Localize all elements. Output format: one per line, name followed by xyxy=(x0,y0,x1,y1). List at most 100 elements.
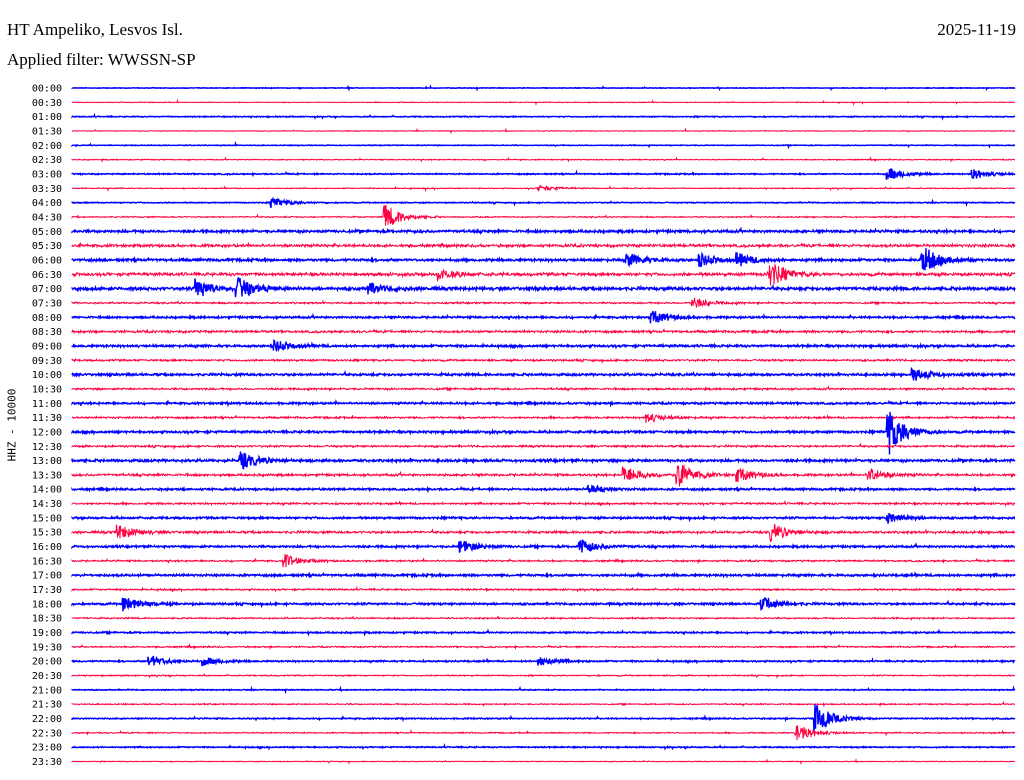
trace-0330 xyxy=(71,185,1016,193)
trace-0900 xyxy=(71,338,1016,352)
date-label: 2025-11-19 xyxy=(937,20,1016,39)
trace-2000 xyxy=(71,655,1016,667)
trace-0000 xyxy=(71,84,1016,92)
trace-0130 xyxy=(71,127,1015,135)
time-label: 21:00 xyxy=(32,685,62,696)
trace-2230 xyxy=(71,725,1016,741)
time-label: 02:30 xyxy=(32,155,62,166)
time-label: 23:00 xyxy=(32,743,62,754)
time-label: 18:00 xyxy=(32,599,62,610)
trace-1830 xyxy=(71,615,1016,621)
time-label: 20:00 xyxy=(32,657,62,668)
time-label: 17:30 xyxy=(32,585,62,596)
trace-1000 xyxy=(71,366,1016,381)
time-label: 12:00 xyxy=(32,427,62,438)
time-label: 00:30 xyxy=(32,98,62,109)
filter-label: Applied filter: WWSSN-SP xyxy=(7,50,196,69)
time-label: 09:30 xyxy=(32,356,62,367)
time-label: 10:00 xyxy=(32,370,62,381)
time-label: 21:30 xyxy=(32,700,62,711)
time-label: 00:00 xyxy=(32,84,62,95)
trace-0630 xyxy=(71,263,1016,286)
trace-1030 xyxy=(71,385,1016,392)
trace-0730 xyxy=(71,297,1016,308)
trace-1900 xyxy=(71,628,1016,637)
time-label: 11:00 xyxy=(32,399,62,410)
trace-2200 xyxy=(71,704,1016,733)
trace-2100 xyxy=(71,685,1016,695)
trace-2130 xyxy=(71,700,1016,708)
trace-1430 xyxy=(71,499,1016,507)
trace-0930 xyxy=(71,357,1016,365)
time-label: 03:00 xyxy=(32,169,62,180)
trace-1300 xyxy=(71,451,1016,470)
trace-1200 xyxy=(71,411,1016,455)
time-label: 13:30 xyxy=(32,470,62,481)
time-label: 15:30 xyxy=(32,528,62,539)
time-label: 16:30 xyxy=(32,556,62,567)
time-label: 15:00 xyxy=(32,513,62,524)
trace-0530 xyxy=(71,241,1016,250)
trace-1700 xyxy=(71,571,1016,579)
time-label: 02:00 xyxy=(32,141,62,152)
time-label: 22:30 xyxy=(32,728,62,739)
trace-0600 xyxy=(71,248,1016,271)
trace-1500 xyxy=(71,513,1016,524)
time-label: 03:30 xyxy=(32,184,62,195)
time-label: 14:00 xyxy=(32,485,62,496)
time-label: 01:30 xyxy=(32,126,62,137)
trace-1130 xyxy=(71,413,1016,424)
trace-0200 xyxy=(71,140,1016,150)
trace-1100 xyxy=(71,399,1016,408)
time-label: 14:30 xyxy=(32,499,62,510)
time-label: 22:00 xyxy=(32,714,62,725)
time-label: 04:00 xyxy=(32,198,62,209)
trace-0700 xyxy=(71,276,1016,298)
trace-1530 xyxy=(71,523,1016,543)
trace-1730 xyxy=(71,585,1016,593)
time-label: 09:00 xyxy=(32,341,62,352)
time-label: 08:00 xyxy=(32,313,62,324)
time-label: 11:30 xyxy=(32,413,62,424)
trace-1600 xyxy=(71,539,1016,553)
trace-0500 xyxy=(71,226,1016,236)
trace-2030 xyxy=(71,673,1016,679)
trace-1400 xyxy=(71,483,1016,494)
trace-2330 xyxy=(71,758,1016,766)
time-label: 04:30 xyxy=(32,212,62,223)
time-label: 19:00 xyxy=(32,628,62,639)
trace-2300 xyxy=(71,743,1016,751)
trace-0800 xyxy=(71,310,1016,324)
time-label: 17:00 xyxy=(32,571,62,582)
time-label: 23:30 xyxy=(32,757,62,768)
time-label: 06:30 xyxy=(32,270,62,281)
station-title: HT Ampeliko, Lesvos Isl. xyxy=(7,20,183,39)
trace-0230 xyxy=(71,156,1016,163)
trace-0830 xyxy=(71,328,1016,335)
time-label: 12:30 xyxy=(32,442,62,453)
trace-0400 xyxy=(71,196,1016,209)
time-label: 19:30 xyxy=(32,642,62,653)
trace-0300 xyxy=(71,168,1016,180)
time-label: 05:00 xyxy=(32,227,62,238)
time-label: 08:30 xyxy=(32,327,62,338)
time-label: 13:00 xyxy=(32,456,62,467)
time-label: 10:30 xyxy=(32,384,62,395)
time-label: 07:00 xyxy=(32,284,62,295)
time-label: 05:30 xyxy=(32,241,62,252)
trace-1800 xyxy=(71,596,1016,612)
time-label: 16:00 xyxy=(32,542,62,553)
trace-1930 xyxy=(71,643,1016,651)
time-label: 06:00 xyxy=(32,255,62,266)
trace-0100 xyxy=(71,112,1016,121)
trace-1630 xyxy=(71,553,1016,568)
time-label: 18:30 xyxy=(32,614,62,625)
trace-0430 xyxy=(71,204,1015,226)
time-label: 01:00 xyxy=(32,112,62,123)
trace-0030 xyxy=(71,98,1016,106)
trace-1330 xyxy=(71,463,1016,487)
time-label: 07:30 xyxy=(32,298,62,309)
trace-1230 xyxy=(71,442,1016,451)
time-label: 20:30 xyxy=(32,671,62,682)
